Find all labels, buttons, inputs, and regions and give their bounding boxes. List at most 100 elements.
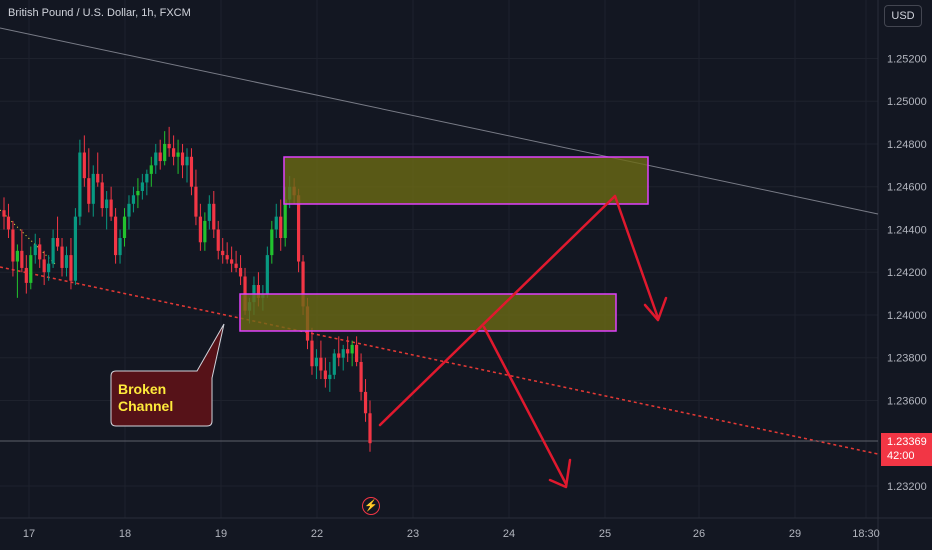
price-tick-label: 1.25000 — [887, 96, 927, 108]
price-tick-label: 1.24600 — [887, 182, 927, 194]
candle-body — [274, 216, 278, 230]
descending-trendline[interactable] — [0, 27, 879, 215]
candle-body — [337, 353, 341, 358]
candle-body — [198, 216, 202, 243]
candles — [2, 126, 372, 452]
candle-body — [234, 263, 238, 268]
time-tick-label: 22 — [311, 528, 323, 540]
time-tick-label: 18 — [119, 528, 131, 540]
time-tick-label: 19 — [215, 528, 227, 540]
candle-body — [145, 173, 149, 183]
candle-body — [122, 216, 127, 239]
bar-countdown: 42:00 — [887, 450, 915, 462]
candle-body — [109, 199, 113, 217]
candle-body — [38, 244, 42, 260]
candle-body — [283, 199, 287, 239]
time-tick-label: 25 — [599, 528, 611, 540]
candle-body — [359, 361, 363, 392]
candle-body — [185, 156, 189, 166]
candle-body — [332, 353, 336, 375]
candle-body — [238, 267, 243, 277]
candle-body — [20, 250, 24, 268]
candle-body — [301, 261, 305, 307]
time-tick-label: 18:30 — [852, 528, 880, 540]
candle-body — [64, 255, 69, 268]
time-tick-label: 17 — [23, 528, 35, 540]
candle-body — [149, 165, 153, 174]
candle-body — [203, 220, 207, 243]
time-tick-label: 29 — [789, 528, 801, 540]
candle-body — [11, 229, 15, 262]
candle-body — [323, 370, 327, 380]
time-tick-label: 24 — [503, 528, 515, 540]
candle-body — [279, 216, 283, 239]
candle-body — [105, 199, 109, 209]
candle-body — [154, 152, 158, 166]
candle-body — [256, 285, 261, 298]
candle-body — [140, 182, 144, 191]
candle-body — [265, 255, 269, 294]
candle-body — [118, 238, 122, 256]
retest-zone[interactable] — [239, 293, 617, 332]
lightning-icon[interactable]: ⚡ — [362, 497, 380, 515]
candle-body — [355, 344, 359, 362]
broken-channel-callout[interactable] — [110, 323, 225, 427]
candle-body — [158, 152, 162, 162]
candle-body — [91, 173, 95, 204]
candle-body — [221, 250, 225, 256]
candle-body — [131, 195, 136, 204]
supply-zone[interactable] — [283, 156, 649, 205]
bullish-arrow-head — [643, 296, 668, 322]
price-tick-label: 1.23200 — [887, 481, 927, 493]
currency-button[interactable]: USD — [884, 5, 922, 27]
time-axis[interactable]: 17 18 19 22 23 24 25 26 29 18:30 — [23, 528, 880, 540]
candle-body — [230, 259, 234, 264]
candle-body — [73, 216, 78, 281]
candle-body — [319, 357, 323, 371]
price-tick-label: 1.24000 — [887, 310, 927, 322]
candle-body — [96, 173, 100, 183]
candle-body — [176, 152, 180, 157]
current-price-tag: 1.23369 42:00 — [881, 433, 932, 466]
candle-body — [310, 340, 314, 367]
price-tick-label: 1.23600 — [887, 395, 927, 407]
candle-body — [127, 203, 131, 217]
candle-body — [113, 216, 118, 256]
candle-body — [55, 238, 60, 247]
price-axis[interactable]: 1.25200 1.25000 1.24800 1.24600 1.24400 1.242… — [887, 53, 927, 492]
candle-body — [6, 216, 11, 230]
candle-body — [24, 267, 28, 283]
candle-body — [47, 263, 51, 273]
current-price-value: 1.23369 — [887, 436, 927, 448]
candle-body — [167, 143, 171, 149]
candle-body — [60, 246, 64, 268]
price-tick-label: 1.24800 — [887, 139, 927, 151]
candle-body — [82, 152, 86, 179]
candle-body — [189, 156, 194, 187]
candle-body — [212, 203, 216, 230]
candle-body — [328, 374, 332, 380]
broken-channel-line1: Broken — [118, 381, 167, 397]
price-tick-label: 1.25200 — [887, 53, 927, 65]
candle-body — [136, 190, 140, 196]
candle-body — [270, 229, 274, 256]
candle-body — [350, 344, 354, 354]
candle-body — [78, 152, 82, 217]
candle-body — [225, 255, 229, 260]
price-tick-label: 1.24200 — [887, 267, 927, 279]
time-tick-label: 26 — [693, 528, 705, 540]
candle-body — [180, 152, 185, 166]
candle-body — [33, 244, 37, 256]
projection-arrows[interactable] — [378, 194, 668, 489]
candle-body — [207, 203, 211, 221]
candle-body — [172, 148, 176, 157]
candle-body — [296, 195, 301, 262]
candle-body — [15, 250, 19, 262]
candle-body — [314, 357, 319, 367]
bullish-arrow-path — [378, 194, 660, 427]
candle-body — [29, 255, 33, 283]
bearish-arrow-head — [548, 458, 572, 489]
price-tick-label: 1.23800 — [887, 353, 927, 365]
candle-body — [87, 178, 91, 204]
